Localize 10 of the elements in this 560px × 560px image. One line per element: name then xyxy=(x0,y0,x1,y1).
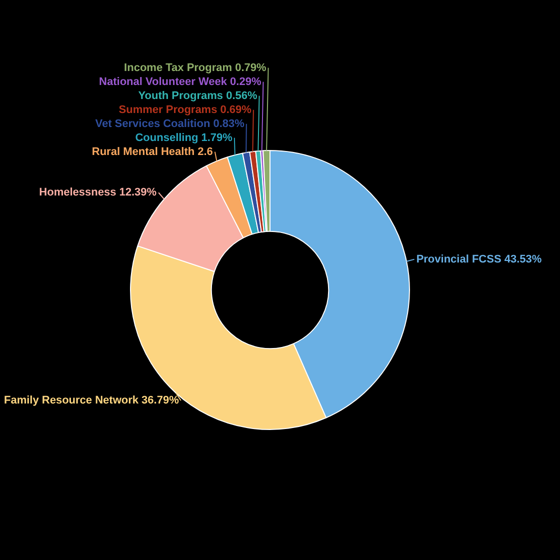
slice-label: Youth Programs 0.56% xyxy=(138,90,258,102)
slice-label: Family Resource Network 36.79% xyxy=(4,394,180,407)
slice-label: Homelessness 12.39% xyxy=(39,186,157,199)
slice-label: Rural Mental Health 2.6 xyxy=(92,146,213,158)
slice-label: Income Tax Program 0.79% xyxy=(124,62,267,74)
slice-label: National Volunteer Week 0.29% xyxy=(99,76,262,88)
slice-label: Counselling 1.79% xyxy=(135,132,233,144)
slice-label: Vet Services Coalition 0.83% xyxy=(95,118,245,130)
slice-label: Provincial FCSS 43.53% xyxy=(416,253,542,266)
slice-label: Summer Programs 0.69% xyxy=(118,104,252,116)
